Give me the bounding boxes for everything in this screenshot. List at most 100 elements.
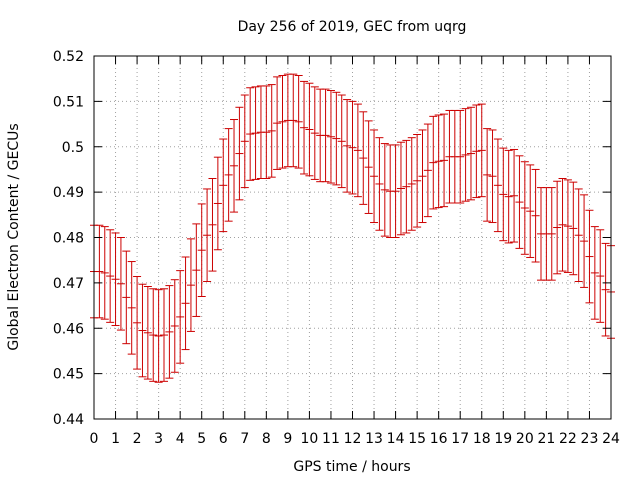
error-bar-point [348,100,357,195]
error-bar-point [197,203,206,297]
error-bar-point [278,75,287,169]
x-tick-label: 0 [90,431,99,447]
error-bar-point [499,147,508,242]
error-bar-point [337,94,346,189]
error-bar-point [111,232,120,327]
error-bar-point [520,161,529,255]
error-bar-point [230,119,239,213]
error-bar-point [133,276,142,370]
error-bar-point [273,76,282,170]
y-tick-label: 0.45 [53,367,84,383]
x-tick-label: 13 [365,431,383,447]
error-bar-point [601,242,610,337]
y-tick-label: 0.49 [53,185,84,201]
error-bar-point [391,144,400,238]
error-bar-point [224,128,233,222]
y-tick-label: 0.44 [53,412,84,428]
y-tick-label: 0.52 [53,49,84,65]
error-bar-point [116,237,125,331]
error-bar-point [240,94,249,189]
x-tick-label: 5 [197,431,206,447]
error-bar-point [526,164,535,258]
x-tick-label: 24 [602,431,620,447]
y-tick-label: 0.5 [62,140,84,156]
error-bar-point [310,86,319,180]
error-bar-point [418,129,427,224]
error-bar-point [219,138,228,233]
error-bar-point [402,139,411,234]
x-tick-label: 2 [133,431,142,447]
y-tick-label: 0.47 [53,276,84,292]
error-bar-point [192,223,201,317]
x-tick-label: 16 [430,431,448,447]
y-tick-label: 0.46 [53,321,84,337]
y-axis-label: Global Electron Content / GECUs [6,123,22,350]
error-bar-point [574,188,583,283]
error-bar-point [364,120,373,214]
error-bar-point [380,143,389,237]
error-bar-point [289,73,298,168]
error-bar-point [300,80,309,175]
error-bar-point [176,270,185,364]
y-tick-labels: 0.44 0.45 0.46 0.47 0.48 0.49 0.5 0.51 0.52 [53,49,84,428]
error-bar-point [429,115,438,210]
error-bar-point [251,86,260,180]
x-tick-label: 3 [154,431,163,447]
error-bar-point [186,238,195,332]
error-bar-point [440,113,449,208]
error-bar-point [483,128,492,222]
error-bar-point [353,103,362,198]
x-tick-labels: 0 1 2 3 4 5 6 7 8 9 10 11 12 13 14 15 16 17 18 19 20 21 22 23 24 [90,431,620,447]
error-bar-point [477,103,486,198]
error-bar-point [181,256,190,351]
error-bar-point [590,226,599,320]
error-bar-point [305,82,314,177]
error-bar-point [100,226,109,320]
x-tick-label: 15 [408,431,426,447]
error-bar-point [95,224,104,319]
x-tick-label: 22 [559,431,577,447]
x-axis-label: GPS time / hours [293,459,410,475]
x-tick-label: 18 [473,431,491,447]
x-tick-label: 19 [494,431,512,447]
error-bar-point [370,129,379,224]
error-bar-point [127,261,136,355]
error-bar-point [547,187,556,281]
error-bar-point [569,181,578,276]
error-bar-point [472,104,481,199]
x-tick-label: 23 [581,431,599,447]
error-bar-point [558,178,567,272]
error-bar-point [596,229,605,323]
error-bar-point [396,141,405,236]
error-bar-point [143,286,152,380]
x-tick-label: 6 [219,431,228,447]
error-bar-point [326,89,335,184]
chart-title: Day 256 of 2019, GEC from uqrg [238,19,467,35]
x-tick-label: 21 [537,431,555,447]
x-tick-label: 14 [387,431,405,447]
error-bar-point [488,129,497,224]
x-tick-label: 12 [344,431,362,447]
errorbar-series [90,73,615,383]
error-bar-point [170,279,179,373]
error-bar-point [510,148,519,243]
error-bar-point [493,138,502,233]
error-bar-point [160,288,169,382]
error-bar-point [423,123,432,218]
error-bar-point [213,156,222,251]
error-bar-point [580,194,589,288]
x-tick-label: 1 [111,431,120,447]
x-tick-label: 20 [516,431,534,447]
error-bar-point [413,133,422,228]
error-bar-point [294,75,303,169]
error-bar-point [553,180,562,275]
x-tick-label: 11 [322,431,340,447]
error-bar-point [154,289,163,383]
x-tick-label: 17 [451,431,469,447]
error-bar-point [208,178,217,272]
error-bar-point [203,188,212,283]
x-tick-label: 4 [176,431,185,447]
error-bar-point [504,149,513,244]
